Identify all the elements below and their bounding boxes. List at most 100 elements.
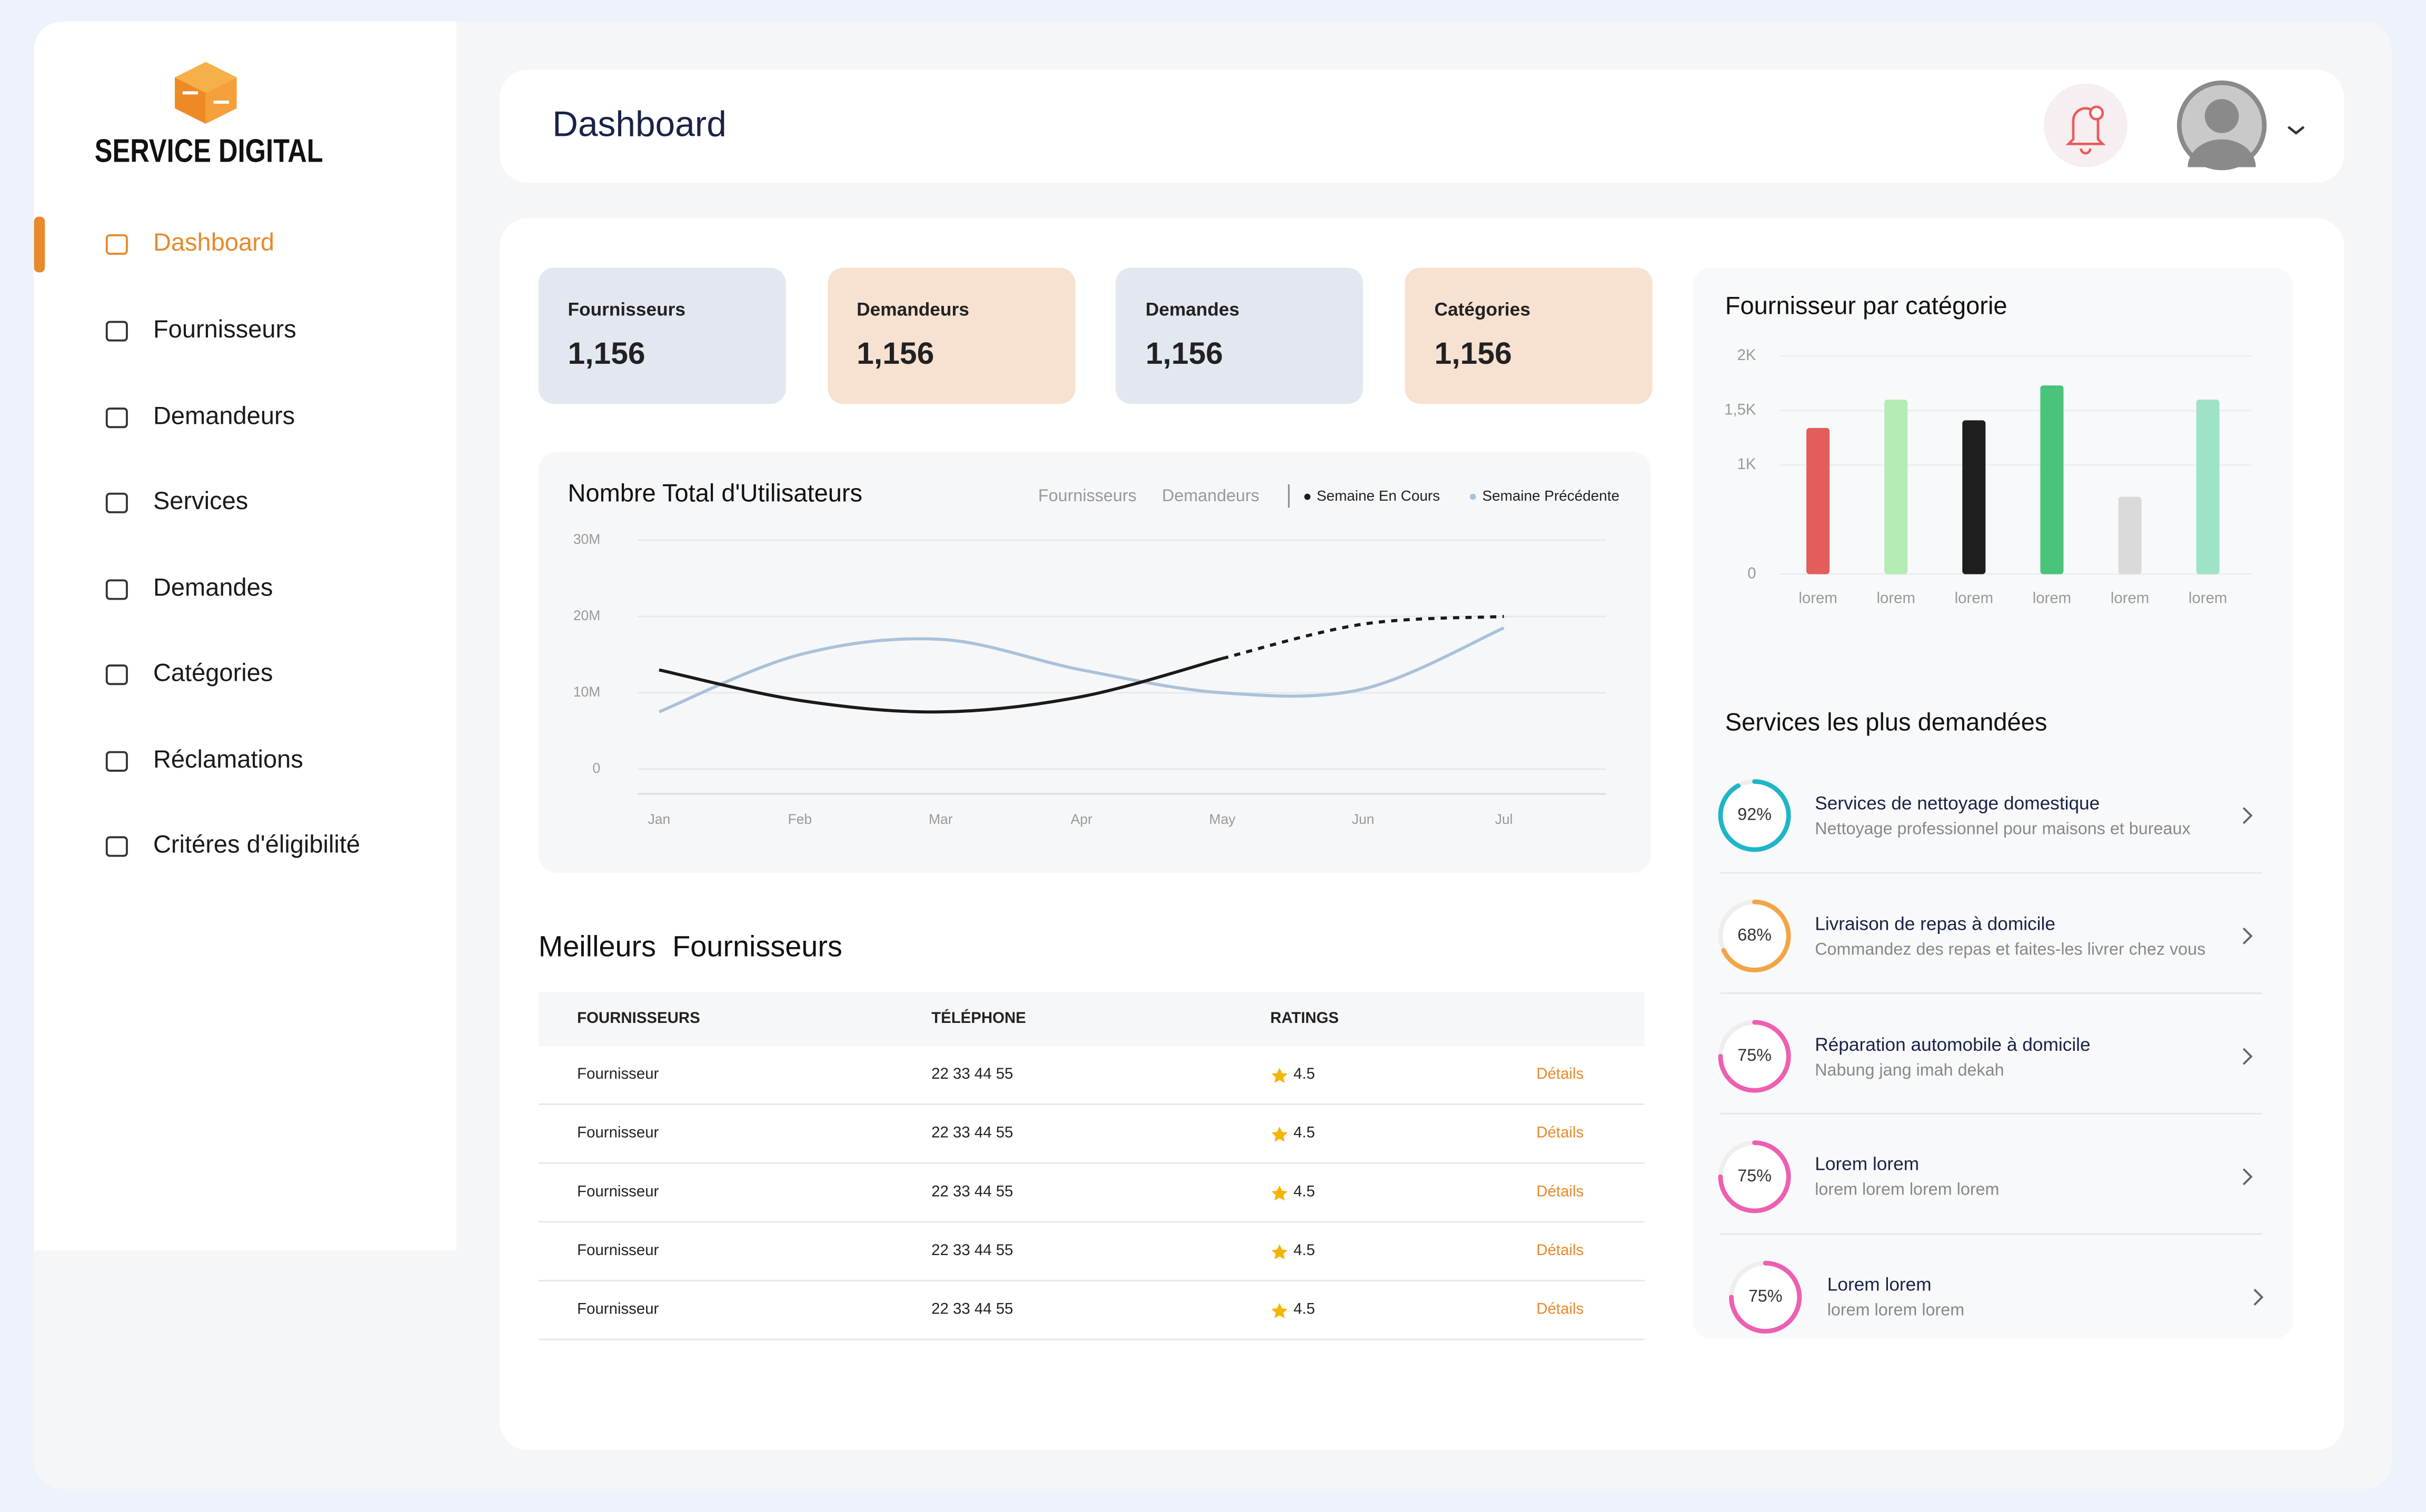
table-title: Meilleurs Fournisseurs [538, 931, 842, 964]
details-link[interactable]: Détails [1536, 1125, 1584, 1142]
x-tick-label: Jan [648, 811, 671, 827]
stat-value: 1,156 [857, 337, 934, 372]
x-tick-label: lorem [2111, 589, 2149, 606]
details-link[interactable]: Détails [1536, 1183, 1584, 1201]
cell-phone: 22 33 44 55 [931, 1125, 1013, 1142]
nav-icon [105, 321, 128, 342]
service-subtitle: lorem lorem lorem [1827, 1301, 1965, 1321]
cell-rating: 4.5 [1293, 1183, 1315, 1201]
service-title[interactable]: Réparation automobile à domicile [1815, 1033, 2091, 1055]
x-tick-label: lorem [1876, 589, 1915, 606]
chevron[interactable] [2242, 807, 2253, 824]
bar [2196, 400, 2220, 574]
active-indicator [34, 216, 45, 273]
bar [1884, 400, 1908, 574]
table-column-header: RATINGS [1270, 1010, 1339, 1028]
chevron[interactable] [2242, 1168, 2253, 1186]
nav-item[interactable]: Dashboard [153, 231, 274, 257]
details-link[interactable]: Détails [1536, 1066, 1584, 1083]
legend-tab[interactable]: Demandeurs [1162, 486, 1259, 505]
table-header [538, 992, 1645, 1047]
cell-name: Fournisseur [577, 1301, 659, 1319]
ring-progress [1729, 1260, 1802, 1334]
nav-icon [105, 664, 128, 685]
bar [2040, 385, 2064, 574]
line-chart-title: Nombre Total d'Utilisateurs [568, 481, 863, 508]
line-chart-card [538, 452, 1651, 873]
legend-label: Semaine En Cours [1317, 488, 1440, 504]
stat-value: 1,156 [568, 337, 645, 372]
nav-icon [105, 836, 128, 857]
details-link[interactable]: Détails [1536, 1242, 1584, 1260]
bar [2118, 496, 2142, 574]
dropdown-chevron[interactable] [2288, 126, 2305, 135]
x-tick-label: lorem [2033, 589, 2071, 606]
x-tick-label: Mar [929, 811, 953, 827]
table-column-header: FOURNISSEURS [577, 1010, 700, 1028]
ring-progress [1718, 1020, 1791, 1093]
right-panel [1693, 267, 2293, 1339]
nav-item[interactable]: Services [153, 489, 248, 515]
bar [1962, 420, 1986, 574]
brand: SERVICE DIGITAL [95, 133, 323, 169]
chevron[interactable] [2242, 1048, 2253, 1065]
stat-label: Demandes [1145, 299, 1240, 321]
nav-icon [105, 234, 128, 255]
star-icon [1271, 1303, 1288, 1318]
nav-item[interactable]: Demandeurs [153, 404, 295, 431]
cell-name: Fournisseur [577, 1242, 659, 1260]
nav-item[interactable]: Catégories [153, 661, 273, 688]
service-subtitle: Nabung jang imah dekah [1815, 1061, 2004, 1080]
nav-icon [105, 751, 128, 772]
sidebar [34, 22, 456, 1251]
legend-label: Semaine Précédente [1482, 488, 1619, 504]
cell-rating: 4.5 [1293, 1125, 1315, 1142]
cell-name: Fournisseur [577, 1125, 659, 1142]
chevron[interactable] [2253, 1288, 2264, 1306]
table-column-header: TÉLÉPHONE [931, 1010, 1026, 1028]
stat-value: 1,156 [1434, 337, 1512, 372]
service-title[interactable]: Services de nettoyage domestique [1815, 792, 2100, 814]
ring-label: 68% [1737, 925, 1772, 944]
nav-item[interactable]: Réclamations [153, 747, 303, 774]
nav-item[interactable]: Critéres d'éligibilité [153, 832, 361, 859]
nav-item[interactable]: Fournisseurs [153, 317, 296, 344]
nav-item[interactable]: Demandes [153, 575, 273, 602]
y-tick-label: 0 [593, 760, 601, 776]
legend-tab[interactable]: Fournisseurs [1038, 486, 1137, 505]
service-title[interactable]: Lorem lorem [1827, 1274, 1932, 1296]
nav-icon [105, 492, 128, 513]
stat-card [538, 267, 786, 404]
service-title[interactable]: Lorem lorem [1815, 1153, 1920, 1176]
cell-phone: 22 33 44 55 [931, 1242, 1013, 1260]
avatar-body [2188, 139, 2256, 167]
service-subtitle: Nettoyage professionnel pour maisons et … [1815, 820, 2191, 839]
bell-dot [2089, 105, 2104, 121]
x-tick-label: Jul [1495, 811, 1513, 827]
details-link[interactable]: Détails [1536, 1301, 1584, 1319]
y-tick-label: 0 [1747, 564, 1756, 582]
logo [175, 62, 237, 124]
cell-rating: 4.5 [1293, 1242, 1315, 1260]
service-title[interactable]: Livraison de repas à domicile [1815, 912, 2055, 934]
bar [1806, 427, 1830, 574]
star-icon [1271, 1244, 1288, 1260]
stat-card [827, 267, 1075, 404]
bar-chart-title: Fournisseur par catégorie [1725, 294, 2007, 321]
chevron[interactable] [2242, 927, 2253, 944]
ring-label: 75% [1737, 1046, 1772, 1065]
x-tick-label: lorem [2189, 589, 2227, 606]
ring-progress [1718, 1140, 1791, 1213]
cell-name: Fournisseur [577, 1066, 659, 1083]
page-title: Dashboard [552, 103, 727, 144]
x-tick-label: lorem [1955, 589, 1993, 606]
ring-progress [1718, 779, 1791, 852]
legend-dot [1304, 493, 1311, 500]
ring-label: 75% [1737, 1166, 1772, 1185]
x-tick-label: Jun [1352, 811, 1375, 827]
star-icon [1271, 1127, 1288, 1142]
line-series [658, 626, 1505, 713]
line-series [1221, 615, 1504, 660]
